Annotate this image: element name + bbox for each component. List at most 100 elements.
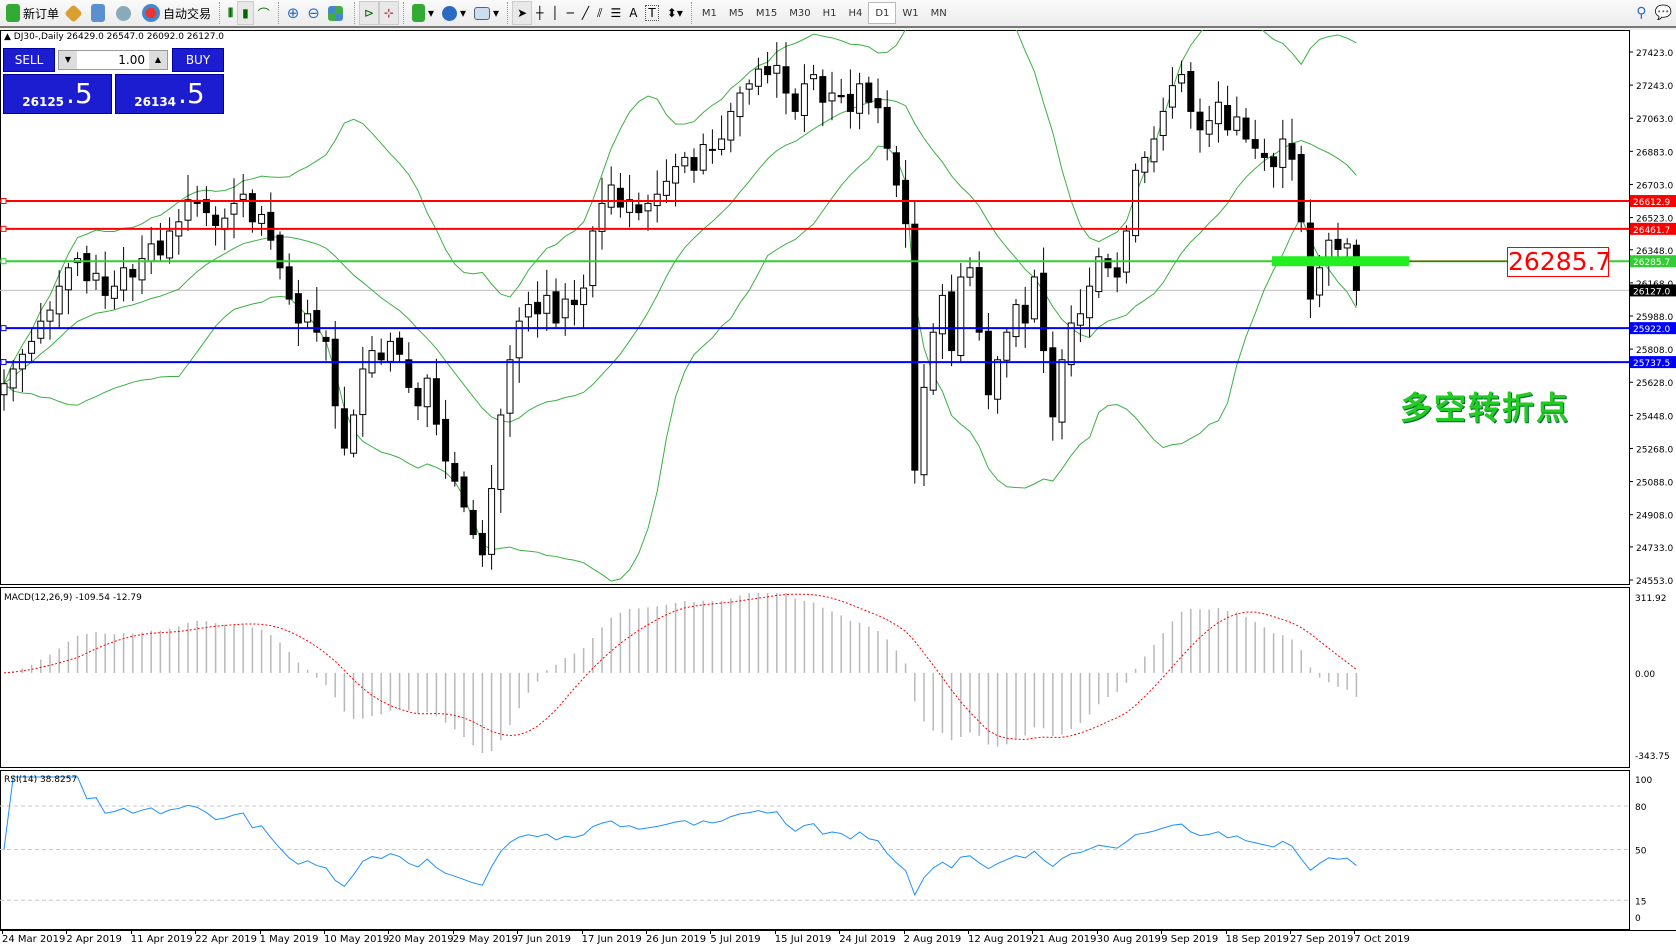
fibo-fan-button[interactable]: ☰	[606, 1, 625, 25]
new-order-icon	[6, 4, 20, 22]
rsi-axis-label: 50	[1635, 847, 1647, 857]
bull-candle	[1141, 156, 1149, 173]
timeframe-mn[interactable]: MN	[930, 7, 947, 19]
annotation-text[interactable]: 多空转折点	[1400, 383, 1570, 429]
timeframe-m1[interactable]: M1	[701, 7, 717, 19]
bear-candle	[1352, 244, 1360, 291]
text-label-icon: T	[645, 5, 659, 21]
bull-candle	[28, 340, 36, 354]
level-handle	[0, 258, 7, 265]
tile-windows-button[interactable]	[324, 1, 350, 25]
bear-candle	[212, 214, 220, 226]
crosshair-button[interactable]: ┼	[532, 1, 547, 25]
chat-button[interactable]: 💬	[1651, 1, 1676, 25]
sell-price-frac: .5	[66, 77, 93, 110]
level-price-tag	[1630, 356, 1676, 369]
text-icon: A	[629, 6, 638, 20]
bear-candle	[948, 291, 956, 352]
cursor-icon: ➤	[517, 6, 528, 20]
signals-button[interactable]	[112, 1, 138, 25]
autoscroll-button[interactable]: ⊳	[358, 1, 379, 25]
bull-candle	[55, 285, 63, 315]
bear-candle	[764, 66, 772, 76]
navigator-button[interactable]	[87, 1, 112, 25]
rsi-axis-label: 0	[1635, 914, 1641, 924]
rsi-line	[3, 776, 1357, 897]
cursor-button[interactable]: ➤	[512, 1, 533, 25]
autoscroll-icon: ⊳	[363, 6, 374, 20]
timeframe-m30[interactable]: M30	[789, 7, 811, 19]
date-label: 21 Aug 2019	[1032, 930, 1097, 945]
auto-trading-button[interactable]: 自动交易	[138, 1, 215, 25]
lot-decrease-icon[interactable]: ▼	[59, 51, 77, 69]
sell-button[interactable]: SELL	[3, 48, 55, 72]
bear-candle	[708, 148, 716, 151]
price-axis-label: 25808.0	[1636, 346, 1673, 356]
bear-candle	[570, 299, 578, 306]
zoom-out-button[interactable]: ⊖	[303, 1, 324, 25]
bar-chart-button[interactable]: ⫴	[224, 1, 237, 25]
chart-canvas[interactable]: 27423.0 27243.0 27063.0 26883.0 26703.0 26523…	[0, 0, 1676, 930]
bull-candle	[828, 92, 836, 102]
new-order-button[interactable]: 新订单	[2, 1, 63, 25]
bull-candle	[1012, 304, 1020, 338]
bear-candle	[202, 199, 210, 214]
macd-axis-label: 311.92	[1635, 594, 1667, 604]
chart-shift-button[interactable]: ⊹	[378, 1, 399, 25]
bull-candle	[1150, 138, 1158, 163]
auto-trading-label: 自动交易	[163, 6, 212, 21]
date-label: 7 Oct 2019	[1354, 930, 1410, 945]
bear-candle	[837, 94, 845, 98]
date-label: 22 Apr 2019	[195, 930, 258, 945]
timeframe-w1[interactable]: W1	[902, 7, 919, 19]
bear-candle	[791, 93, 799, 112]
horizontal-line-icon: ─	[566, 6, 574, 20]
lot-stepper[interactable]: ▼ 1.00 ▲	[58, 50, 168, 70]
search-button[interactable]: ⚲	[1632, 1, 1650, 25]
bull-candle	[856, 83, 864, 114]
level-price-label: 26612.9	[1633, 198, 1670, 208]
date-label: 26 Jun 2019	[646, 930, 707, 945]
pivot-zone-marker	[1272, 256, 1409, 267]
fibonacci-button[interactable]: ⫽	[593, 1, 606, 25]
sell-price[interactable]: 26125.5	[3, 74, 112, 114]
timeframe-h1[interactable]: H1	[822, 7, 837, 19]
horizontal-line-button[interactable]: ─	[563, 1, 578, 25]
chart-window[interactable]: 27423.0 27243.0 27063.0 26883.0 26703.0 26523…	[0, 0, 1676, 930]
candlestick-button[interactable]: ▮	[237, 1, 254, 25]
bull-candle	[662, 180, 670, 196]
lot-increase-icon[interactable]: ▲	[149, 51, 167, 69]
line-chart-button[interactable]: ⌒	[254, 1, 274, 25]
periods-button[interactable]: ▾	[438, 1, 470, 25]
arrows-button[interactable]: ⬍ ▾	[666, 6, 683, 20]
trendline-button[interactable]: ╱	[578, 1, 593, 25]
bull-candle	[1214, 101, 1222, 125]
buy-price[interactable]: 26134.5	[115, 74, 224, 114]
sell-price-main: 26125	[22, 95, 65, 109]
market-watch-button[interactable]	[63, 1, 87, 25]
timeframe-m5[interactable]: M5	[728, 7, 744, 19]
zoom-in-button[interactable]: ⊕	[283, 1, 304, 25]
buy-button[interactable]: BUY	[172, 48, 224, 72]
date-label: 17 Jun 2019	[581, 930, 642, 945]
one-click-trading-panel: SELL ▼ 1.00 ▲ BUY 26125.5 26134.5	[3, 48, 224, 114]
bull-candle	[1076, 313, 1084, 326]
bull-candle	[754, 68, 762, 87]
bear-candle	[294, 293, 302, 324]
price-axis-label: 25448.0	[1636, 412, 1673, 422]
bull-candle	[120, 267, 128, 291]
timeframe-m15[interactable]: M15	[755, 7, 778, 19]
text-label-button[interactable]: T	[641, 1, 662, 25]
timeframe-d1[interactable]: D1	[868, 2, 897, 24]
text-button[interactable]: A	[625, 1, 641, 25]
bear-candle	[478, 532, 486, 556]
annotation-price-box[interactable]: 26285.7	[1507, 247, 1611, 277]
lot-input[interactable]: 1.00	[118, 53, 145, 67]
date-label: 24 Mar 2019	[2, 930, 66, 945]
bull-candle	[1058, 359, 1066, 423]
indicators-button[interactable]: ▾	[408, 1, 438, 25]
vertical-line-button[interactable]: │	[547, 1, 562, 25]
timeframe-h4[interactable]: H4	[848, 7, 863, 19]
templates-button[interactable]: ▾	[470, 1, 503, 25]
bollinger-upper-band	[3, 0, 1357, 384]
